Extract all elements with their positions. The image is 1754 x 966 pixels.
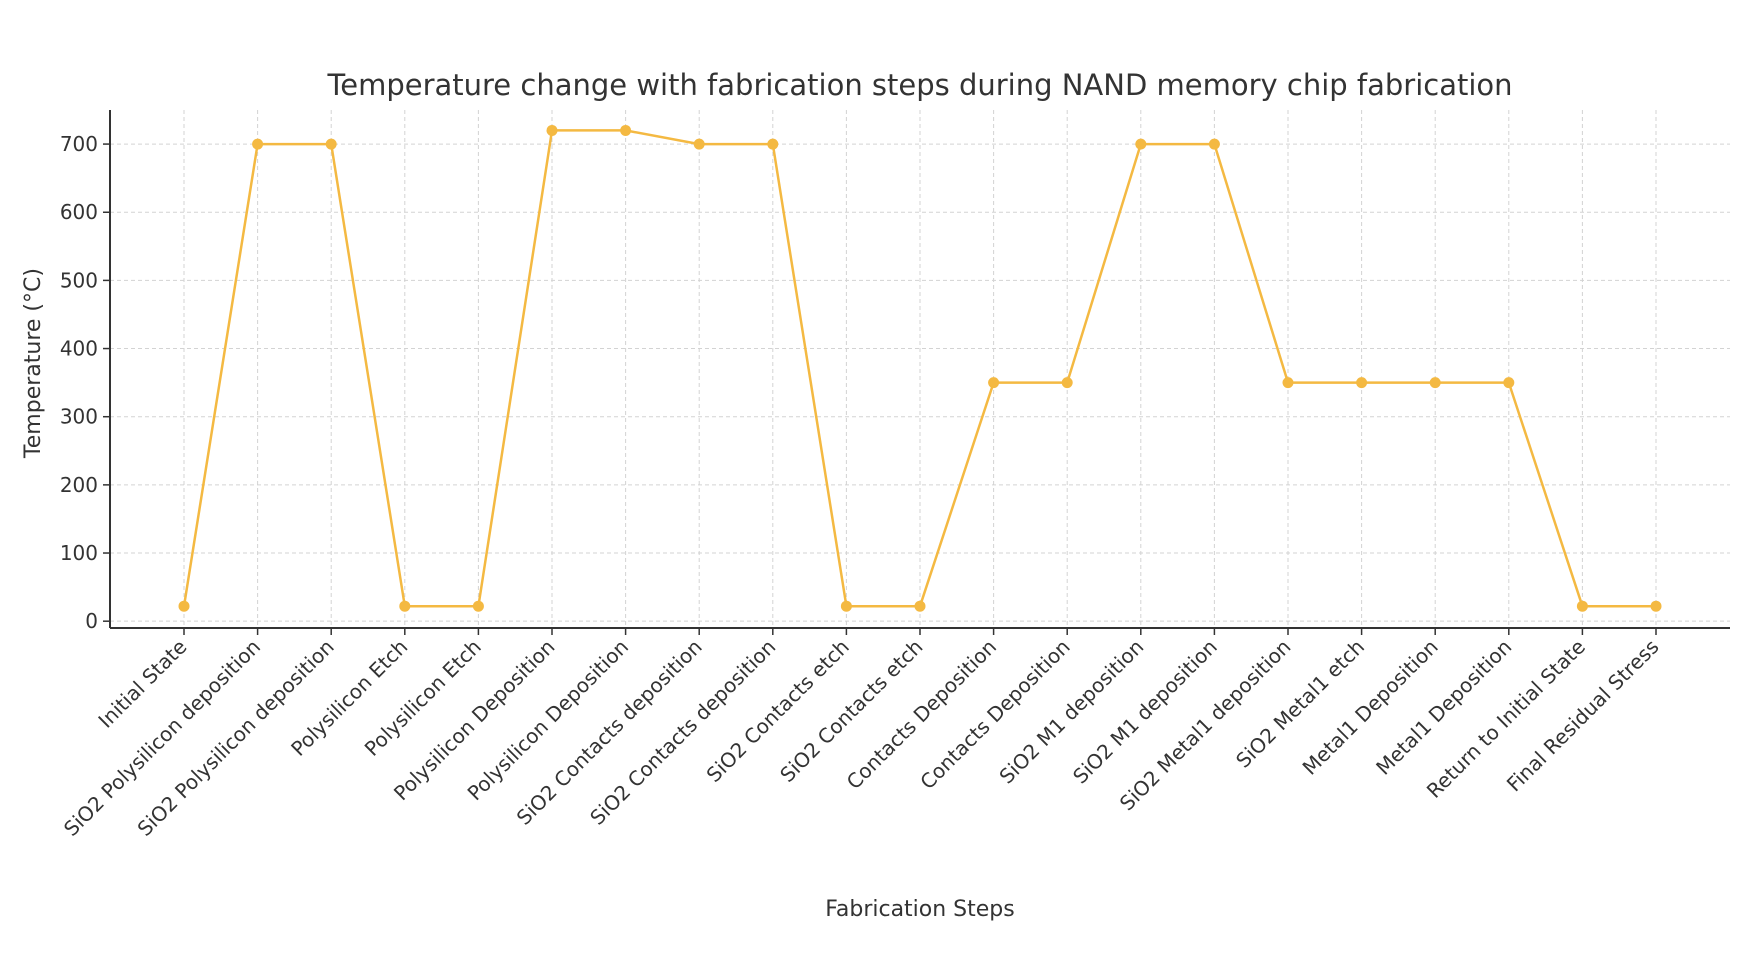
data-point <box>1503 377 1515 389</box>
data-point <box>252 138 264 150</box>
x-tick-label: Final Residual Stress <box>1502 635 1664 797</box>
x-tick-label: Metal1 Deposition <box>1371 635 1516 780</box>
y-axis-label: Temperature (°C) <box>21 268 46 459</box>
data-point <box>325 138 337 150</box>
x-axis-label: Fabrication Steps <box>825 897 1015 922</box>
data-point <box>1429 377 1441 389</box>
data-point <box>693 138 705 150</box>
axes-layer <box>103 110 1730 635</box>
data-point <box>546 124 558 136</box>
data-point <box>1576 600 1588 612</box>
x-tick-label: SiO2 Contacts etch <box>702 635 854 787</box>
y-tick-label: 700 <box>60 132 98 156</box>
y-tick-label: 500 <box>60 268 98 292</box>
series-temperature <box>178 124 1662 612</box>
data-point <box>1061 377 1073 389</box>
data-point <box>1650 600 1662 612</box>
data-point <box>472 600 484 612</box>
x-tick-label: SiO2 Contacts etch <box>775 635 927 787</box>
data-point <box>988 377 1000 389</box>
x-tick-label: SiO2 Metal1 etch <box>1231 635 1369 773</box>
y-tick-label: 0 <box>85 609 98 633</box>
x-tick-label: SiO2 M1 deposition <box>994 635 1148 789</box>
data-point <box>840 600 852 612</box>
data-point <box>1282 377 1294 389</box>
y-tick-label: 100 <box>60 541 98 565</box>
data-point <box>178 600 190 612</box>
y-tick-labels: 0 100 200 300 400 500 600 700 <box>60 132 98 633</box>
grid-layer <box>110 110 1730 628</box>
data-point <box>1356 377 1368 389</box>
x-tick-label: Metal1 Deposition <box>1298 635 1443 780</box>
data-point <box>767 138 779 150</box>
data-point <box>1135 138 1147 150</box>
data-point <box>914 600 926 612</box>
data-point <box>399 600 411 612</box>
data-point <box>620 124 632 136</box>
data-point <box>1208 138 1220 150</box>
y-tick-label: 300 <box>60 405 98 429</box>
chart-title: Temperature change with fabrication step… <box>326 68 1512 102</box>
y-tick-label: 400 <box>60 337 98 361</box>
y-tick-label: 600 <box>60 200 98 224</box>
y-tick-label: 200 <box>60 473 98 497</box>
x-tick-label: SiO2 M1 deposition <box>1068 635 1222 789</box>
